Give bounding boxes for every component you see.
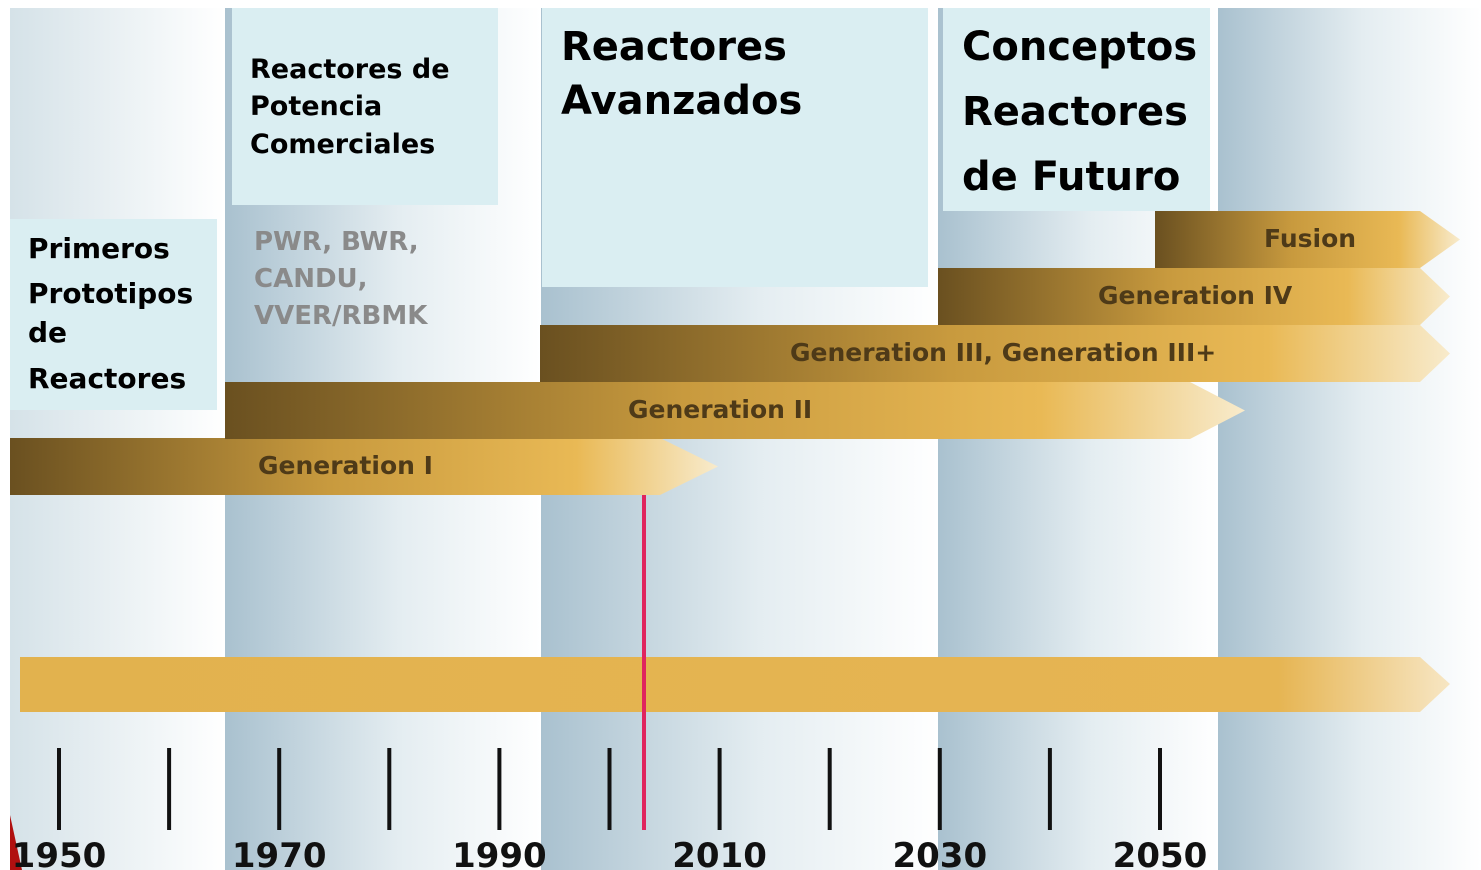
era-boxes	[10, 8, 1210, 410]
era-title: Potencia	[250, 91, 382, 122]
generation-arrow	[10, 438, 718, 495]
generation-arrow	[225, 382, 1245, 439]
generation-label: Generation IV	[1098, 281, 1293, 310]
generation-arrow	[938, 268, 1450, 325]
generation-label: Fusion	[1264, 224, 1356, 253]
era-title: Primeros	[28, 232, 170, 265]
reactor-types: VVER/RBMK	[254, 301, 428, 331]
corner-mark	[10, 815, 22, 870]
generation-arrows: Generation I Generation II Generation III,…	[10, 211, 1460, 495]
era-title: Reactores	[561, 24, 787, 70]
era-title: Reactores de	[250, 54, 450, 85]
year-label: 1950	[12, 836, 107, 870]
generation-arrow	[1155, 211, 1460, 268]
reactor-types: PWR, BWR,	[254, 227, 419, 257]
era-title: de	[28, 316, 67, 349]
era-title: Reactores	[28, 362, 186, 395]
era-title: de Futuro	[962, 154, 1180, 200]
generation-label: Generation II	[628, 395, 812, 424]
reactor-types: CANDU,	[254, 264, 368, 294]
generation-label: Generation III, Generation III+	[790, 338, 1216, 367]
year-label: 2030	[892, 836, 987, 870]
year-label: 2010	[672, 836, 767, 870]
era-title: Reactores	[962, 89, 1188, 135]
timeline-bar	[20, 657, 1450, 712]
year-label: 1970	[232, 836, 327, 870]
year-label: 1990	[452, 836, 547, 870]
year-label: 2050	[1113, 836, 1208, 870]
era-title: Comerciales	[250, 129, 435, 160]
era-title: Prototipos	[28, 277, 193, 310]
generation-arrow	[540, 325, 1450, 382]
ticks: 1950 1970 1990 2010 2030 2050	[12, 748, 1208, 870]
generation-label: Generation I	[258, 451, 433, 480]
era-title: Conceptos	[962, 24, 1197, 70]
era-title: Avanzados	[561, 78, 802, 124]
